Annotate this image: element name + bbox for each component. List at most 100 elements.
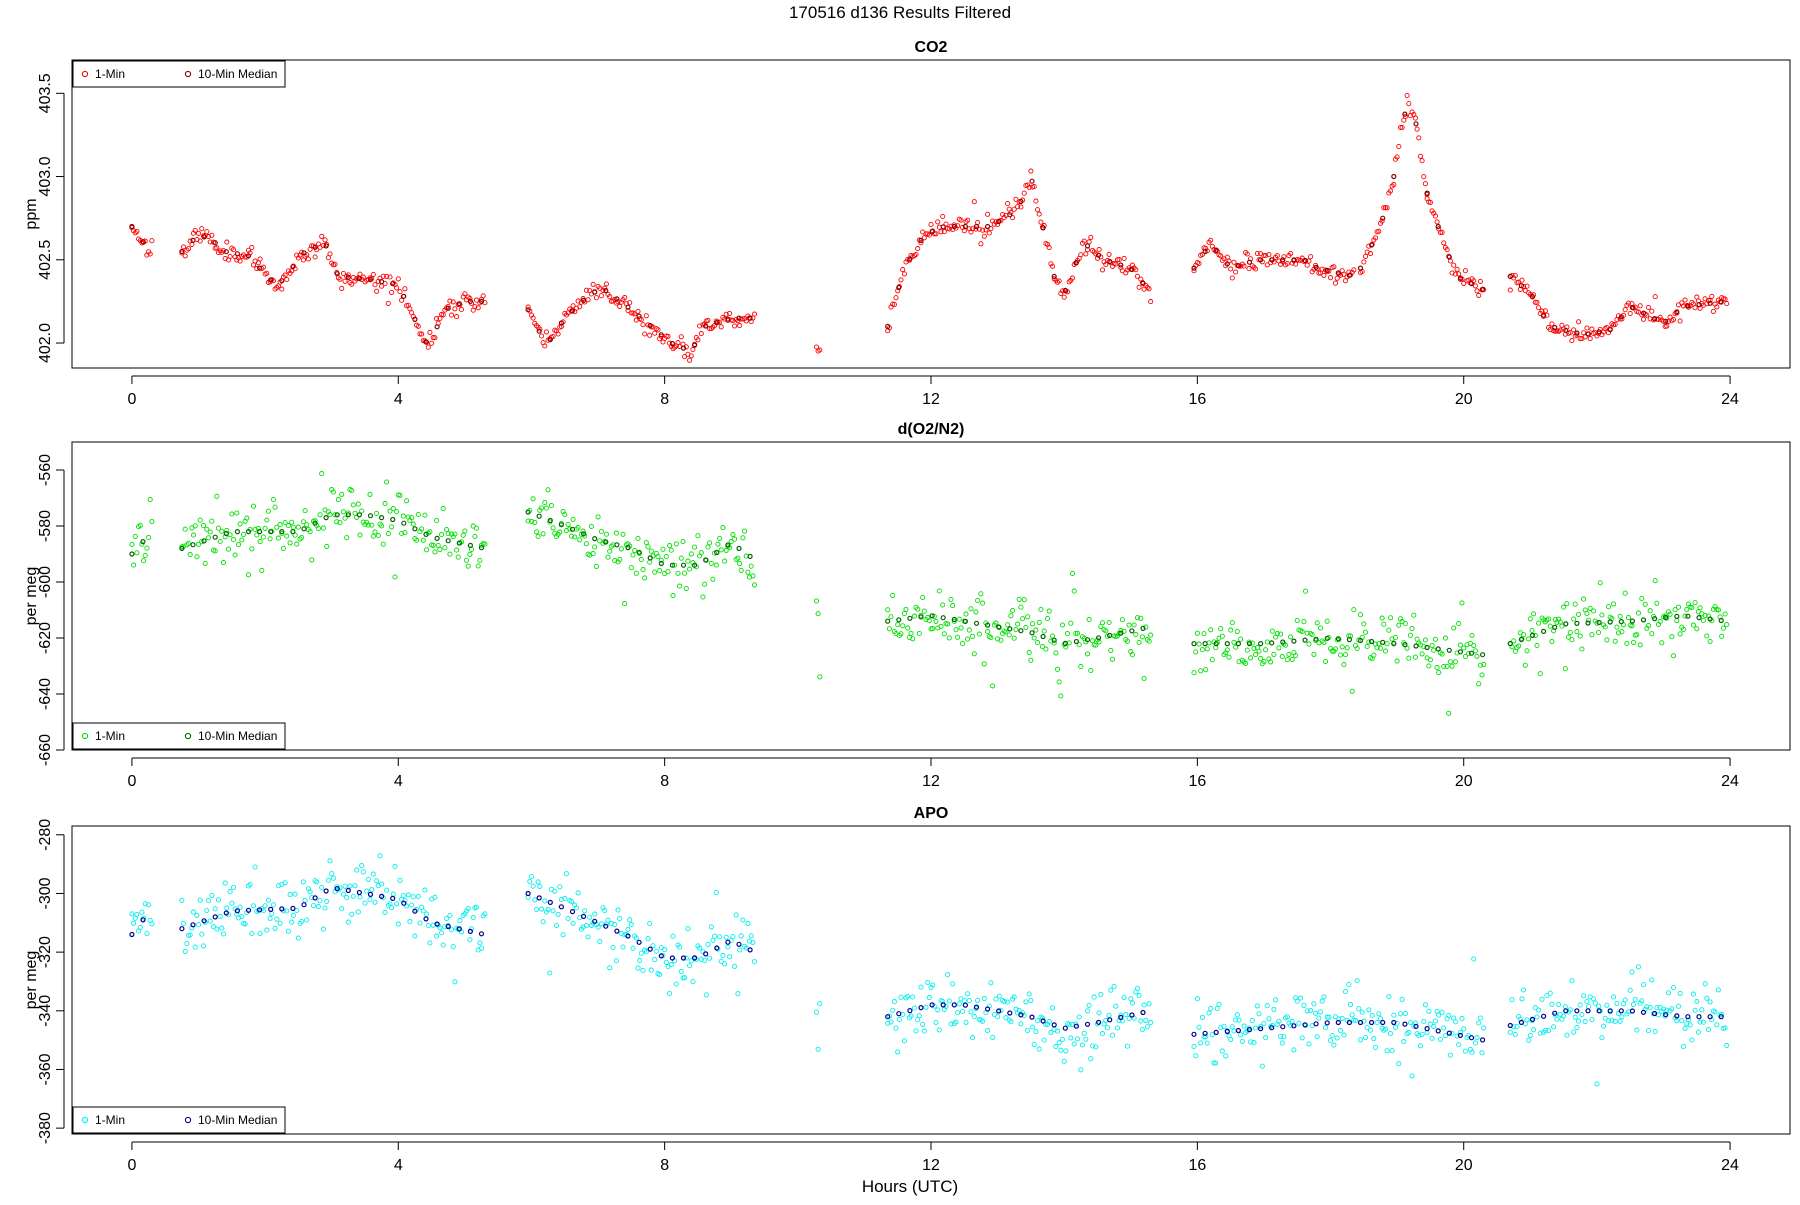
y-tick-label: -360 — [37, 1053, 54, 1085]
data-point — [1379, 218, 1385, 224]
data-point — [1213, 1060, 1219, 1066]
data-point — [951, 618, 957, 624]
data-point — [1419, 158, 1425, 164]
data-point — [1061, 294, 1067, 300]
data-point — [1291, 257, 1297, 263]
data-point — [1007, 212, 1013, 218]
data-point — [1690, 622, 1696, 628]
data-point — [907, 1007, 913, 1014]
series-10min-median — [129, 885, 1724, 1043]
data-point — [309, 557, 315, 563]
data-point — [450, 299, 456, 305]
data-point — [536, 513, 542, 519]
data-point — [1001, 999, 1007, 1005]
data-point — [1263, 252, 1269, 259]
data-point — [1288, 250, 1294, 257]
data-point — [577, 304, 583, 310]
data-point — [1244, 647, 1250, 653]
data-point — [1457, 1032, 1464, 1039]
data-point — [1015, 621, 1021, 627]
data-point — [985, 211, 991, 217]
data-point — [725, 939, 731, 945]
data-point — [1407, 632, 1413, 638]
x-tick-label: 16 — [1188, 1157, 1206, 1174]
data-point — [467, 551, 473, 557]
data-point — [1076, 642, 1082, 648]
data-point — [657, 568, 663, 574]
data-point — [1612, 638, 1618, 644]
data-point — [1304, 262, 1310, 268]
data-point — [1376, 1011, 1382, 1017]
data-point — [665, 569, 671, 575]
data-point — [1294, 617, 1300, 624]
data-point — [645, 936, 651, 942]
data-point — [607, 548, 613, 554]
data-point — [1005, 622, 1011, 628]
data-point — [1078, 1067, 1084, 1073]
data-point — [458, 306, 465, 313]
data-point — [625, 544, 631, 551]
data-point — [1033, 198, 1039, 204]
data-point — [1384, 641, 1390, 647]
data-point — [691, 342, 698, 348]
data-point — [1413, 1023, 1419, 1030]
data-point — [452, 306, 458, 312]
data-point — [1441, 663, 1447, 670]
data-point — [980, 600, 986, 606]
data-point — [751, 582, 758, 588]
data-point — [1397, 1011, 1404, 1017]
data-point — [132, 533, 138, 539]
data-point — [1637, 303, 1643, 309]
data-point — [1219, 633, 1225, 639]
data-point — [905, 625, 911, 631]
data-point — [401, 900, 407, 906]
data-point — [1689, 605, 1695, 611]
data-point — [439, 930, 445, 936]
data-point — [422, 887, 428, 893]
data-point — [592, 918, 598, 924]
data-point — [1041, 1037, 1047, 1043]
data-point — [141, 558, 147, 564]
data-point — [287, 540, 293, 546]
data-point — [1288, 1022, 1294, 1029]
data-point — [735, 991, 741, 997]
data-point — [1123, 1012, 1129, 1018]
data-point — [1479, 652, 1486, 658]
data-point — [907, 615, 913, 621]
data-point — [688, 551, 694, 557]
data-point — [1557, 619, 1563, 625]
data-point — [965, 991, 971, 997]
data-point — [1046, 1019, 1052, 1025]
data-point — [1264, 1003, 1270, 1009]
data-point — [1587, 336, 1593, 342]
data-point — [1705, 1027, 1711, 1033]
data-point — [1640, 310, 1647, 316]
data-point — [272, 925, 278, 931]
data-point — [323, 514, 329, 521]
data-point — [1529, 294, 1536, 300]
data-point — [1647, 1004, 1653, 1011]
data-point — [965, 217, 971, 223]
data-point — [1313, 264, 1319, 270]
data-point — [538, 906, 545, 912]
data-point — [1351, 607, 1357, 613]
data-point — [467, 295, 473, 302]
data-point — [536, 895, 542, 901]
data-point — [180, 244, 187, 250]
data-point — [628, 310, 634, 316]
data-point — [201, 538, 207, 544]
data-point — [1029, 1014, 1035, 1020]
data-point — [1540, 1013, 1547, 1019]
data-point — [1422, 1002, 1428, 1008]
data-point — [690, 978, 696, 985]
data-point — [215, 897, 222, 903]
data-point — [1682, 1025, 1688, 1031]
data-point — [1083, 1036, 1089, 1042]
data-point — [921, 608, 927, 614]
data-point — [1319, 266, 1325, 272]
data-point — [1549, 321, 1555, 327]
data-point — [349, 281, 355, 287]
data-point — [895, 622, 901, 628]
data-point — [239, 913, 245, 920]
data-point — [200, 523, 207, 529]
